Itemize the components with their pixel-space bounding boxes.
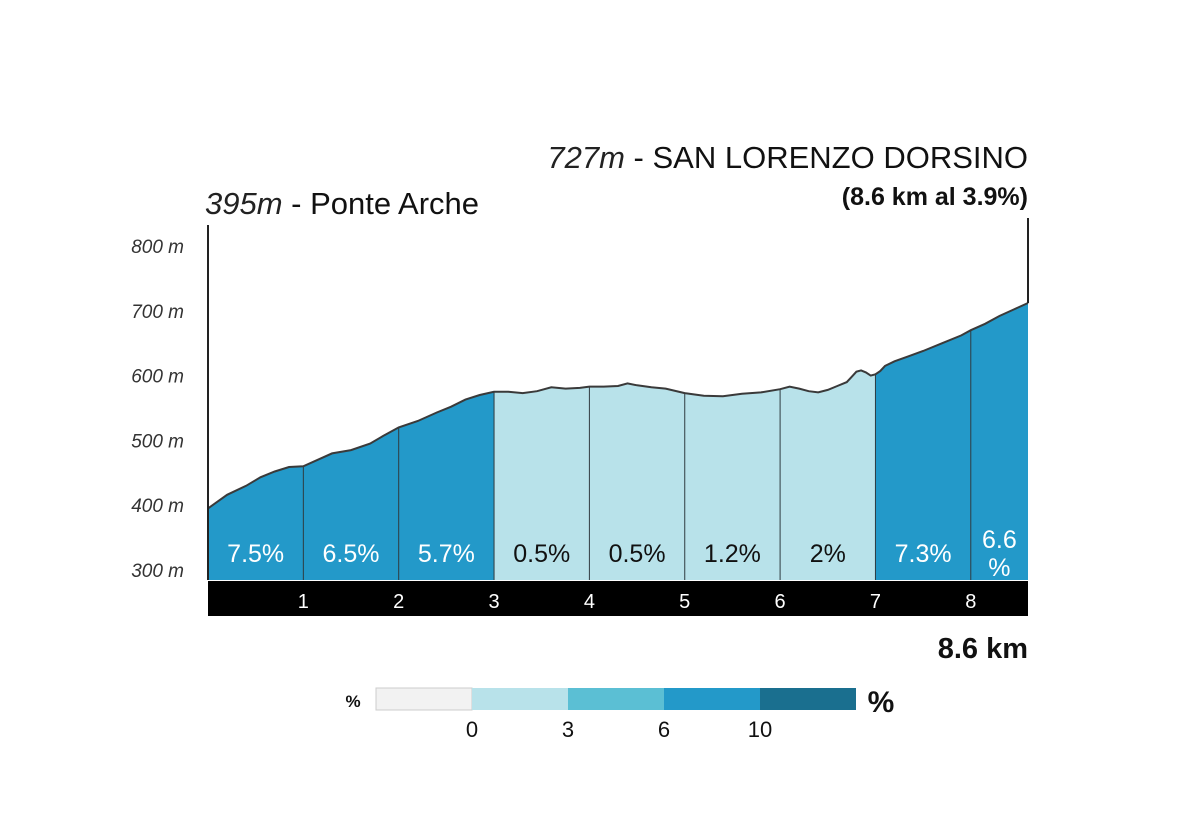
profile-segment [398,391,495,580]
y-tick-label: 500 m [131,431,184,452]
grade-label: 0.5% [609,540,666,568]
legend-left-symbol: % [345,692,360,711]
grade-label-line2: % [988,554,1010,582]
start-name: Ponte Arche [310,186,479,221]
grade-label: 5.7% [418,540,475,568]
legend-band [760,688,856,710]
km-tick-label: 6 [775,591,786,613]
grade-labels: 7.5% 6.5% 5.7% 0.5% 0.5% 1.2% 2% 7.3% 6.6% [227,526,1017,582]
grade-label-line1: 6.6 [982,526,1017,554]
grade-legend: % 0 3 6 10 % [345,686,894,742]
grade-label: 2% [810,540,846,568]
finish-separator: - [625,140,653,175]
finish-name: SAN LORENZO DORSINO [653,140,1029,175]
start-elevation: 395m [205,186,283,221]
legend-threshold-label: 0 [466,717,478,742]
y-tick-label: 700 m [131,302,184,323]
grade-label: 7.3% [895,540,952,568]
legend-right-symbol: % [868,686,895,719]
legend-band [472,688,568,710]
profile-segment [780,370,876,580]
profile-segments [208,303,1028,580]
start-separator: - [283,186,311,221]
profile-segment [875,330,971,580]
finish-elevation: 727m [547,140,625,175]
profile-line [207,302,1029,510]
y-tick-label: 800 m [131,237,184,258]
km-tick-label: 5 [679,591,690,613]
finish-header: 727m - SAN LORENZO DORSINO [547,140,1028,175]
legend-band [568,688,664,710]
y-tick-label: 600 m [131,367,184,388]
legend-band [375,687,473,711]
total-distance: 8.6 km [938,633,1028,665]
km-tick-label: 2 [393,591,404,613]
legend-threshold-label: 6 [658,717,670,742]
finish-summary: (8.6 km al 3.9%) [842,183,1028,211]
profile-segment [970,303,1028,580]
km-tick-label: 4 [584,591,595,613]
profile-segment [208,466,304,580]
km-tick-label: 7 [870,591,881,613]
km-tick-label: 8 [965,591,976,613]
grade-label: 7.5% [227,540,284,568]
legend-threshold-label: 3 [562,717,574,742]
legend-band [664,688,760,710]
distance-axis-labels: 1 2 3 4 5 6 7 8 [298,591,977,613]
legend-threshold-label: 10 [748,717,772,742]
distance-axis-bar [208,581,1028,616]
legend-color-scale [375,687,856,711]
y-tick-label: 400 m [131,496,184,517]
segment-dividers [302,330,972,580]
start-header: 395m - Ponte Arche [205,186,479,221]
y-axis-labels: 800 m 700 m 600 m 500 m 400 m 300 m [131,237,184,582]
km-tick-label: 1 [298,591,309,613]
grade-label: 1.2% [704,540,761,568]
profile-segment [303,427,399,580]
profile-segment [589,383,685,580]
legend-thresholds: 0 3 6 10 [466,717,772,742]
profile-segment [684,389,781,580]
profile-segment [494,386,590,580]
grade-label: 0.5% [513,540,570,568]
km-tick-label: 3 [488,591,499,613]
grade-label: 6.5% [323,540,380,568]
y-tick-label: 300 m [131,561,184,582]
